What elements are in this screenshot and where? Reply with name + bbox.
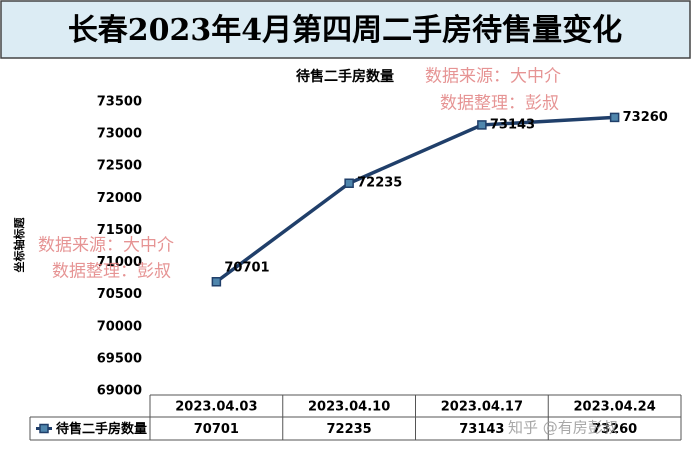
y-tick-label: 70500 — [97, 287, 142, 302]
series-line — [215, 115, 615, 284]
watermark: 数据来源：大中介 — [38, 236, 174, 256]
banner — [0, 0, 691, 59]
point-marker — [477, 120, 487, 130]
x-tick-label: 2023.04.10 — [308, 400, 390, 415]
watermark: 数据整理：彭叔 — [440, 94, 559, 114]
chart-title: 待售二手房数量 — [296, 68, 394, 85]
table-value: 72235 — [327, 422, 372, 437]
x-tick-label: 2023.04.17 — [441, 400, 523, 415]
watermark: 数据来源：大中介 — [425, 67, 561, 87]
data-label: 72235 — [357, 176, 402, 191]
data-label: 73143 — [490, 117, 535, 132]
data-label: 73260 — [623, 110, 668, 125]
y-tick-label: 69000 — [97, 384, 142, 399]
data-label: 70701 — [224, 260, 269, 275]
table-value: 73143 — [459, 422, 504, 437]
y-tick-label: 70000 — [97, 319, 142, 334]
point-marker — [609, 112, 620, 123]
y-tick-label: 72000 — [97, 191, 142, 206]
y-tick-label: 73000 — [97, 127, 142, 142]
watermark: 数据整理：彭叔 — [52, 262, 171, 282]
table-value: 73260 — [592, 422, 637, 437]
x-tick-label: 2023.04.24 — [574, 400, 656, 415]
y-tick-label: 72500 — [97, 159, 142, 174]
legend-label: 待售二手房数量 — [55, 421, 147, 437]
point-marker — [344, 178, 354, 188]
y-tick-label: 71500 — [97, 223, 142, 238]
watermark: 知乎 @有房彭叔 — [508, 419, 618, 437]
banner-title: 长春2023年4月第四周二手房待售量变化 — [68, 13, 622, 48]
legend-marker — [39, 423, 49, 434]
x-tick-label: 2023.04.03 — [175, 400, 257, 415]
point-marker — [211, 277, 222, 287]
y-axis-label: 坐标轴标题 — [12, 217, 26, 273]
y-tick-label: 71000 — [97, 255, 142, 270]
y-tick-label: 69500 — [97, 351, 142, 366]
table-value: 70701 — [194, 422, 239, 437]
y-tick-label: 73500 — [97, 95, 142, 110]
